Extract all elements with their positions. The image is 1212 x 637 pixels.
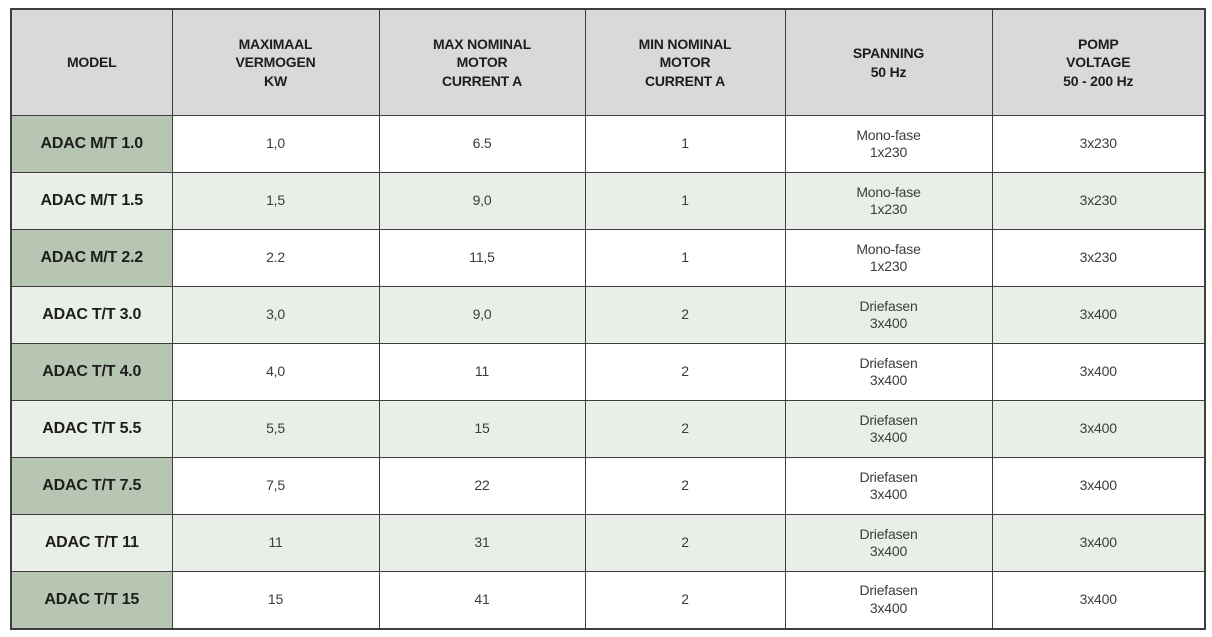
table-row: ADAC M/T 1.0 1,0 6.5 1 Mono-fase 1x230 3… — [10, 115, 1206, 173]
model-cell: ADAC M/T 2.2 — [10, 229, 173, 287]
model-cell: ADAC T/T 4.0 — [10, 343, 173, 401]
max-power-cell: 1,0 — [171, 115, 380, 173]
max-current-cell: 9,0 — [378, 172, 586, 230]
model-cell: ADAC M/T 1.0 — [10, 115, 173, 173]
pomp-voltage-cell: 3x400 — [991, 400, 1206, 458]
table-row: ADAC T/T 15 15 41 2 Driefasen 3x400 3x40… — [10, 571, 1206, 629]
max-current-cell: 6.5 — [378, 115, 586, 173]
model-cell: ADAC T/T 15 — [10, 571, 173, 629]
max-power-cell: 2.2 — [171, 229, 380, 287]
min-current-cell: 2 — [584, 571, 786, 629]
max-current-cell: 11 — [378, 343, 586, 401]
table-row: ADAC M/T 2.2 2.2 11,5 1 Mono-fase 1x230 … — [10, 229, 1206, 287]
spanning-cell: Driefasen 3x400 — [784, 343, 993, 401]
max-power-cell: 1,5 — [171, 172, 380, 230]
spanning-cell: Driefasen 3x400 — [784, 514, 993, 572]
pomp-voltage-cell: 3x400 — [991, 286, 1206, 344]
pomp-voltage-cell: 3x400 — [991, 343, 1206, 401]
max-power-cell: 11 — [171, 514, 380, 572]
pomp-voltage-cell: 3x230 — [991, 172, 1206, 230]
max-current-cell: 31 — [378, 514, 586, 572]
min-current-cell: 1 — [584, 229, 786, 287]
min-current-cell: 2 — [584, 514, 786, 572]
model-cell: ADAC T/T 7.5 — [10, 457, 173, 515]
max-current-cell: 15 — [378, 400, 586, 458]
table-row: ADAC T/T 11 11 31 2 Driefasen 3x400 3x40… — [10, 514, 1206, 572]
column-header-max-current: MAX NOMINAL MOTOR CURRENT A — [378, 8, 586, 116]
min-current-cell: 1 — [584, 172, 786, 230]
spanning-cell: Driefasen 3x400 — [784, 571, 993, 629]
column-header-spanning: SPANNING 50 Hz — [784, 8, 993, 116]
model-cell: ADAC T/T 3.0 — [10, 286, 173, 344]
min-current-cell: 2 — [584, 286, 786, 344]
max-current-cell: 9,0 — [378, 286, 586, 344]
spanning-cell: Driefasen 3x400 — [784, 400, 993, 458]
min-current-cell: 1 — [584, 115, 786, 173]
max-power-cell: 4,0 — [171, 343, 380, 401]
max-current-cell: 11,5 — [378, 229, 586, 287]
table-row: ADAC M/T 1.5 1,5 9,0 1 Mono-fase 1x230 3… — [10, 172, 1206, 230]
pomp-voltage-cell: 3x230 — [991, 229, 1206, 287]
column-header-pomp-voltage: POMP VOLTAGE 50 - 200 Hz — [991, 8, 1206, 116]
model-cell: ADAC M/T 1.5 — [10, 172, 173, 230]
max-power-cell: 3,0 — [171, 286, 380, 344]
max-current-cell: 41 — [378, 571, 586, 629]
model-cell: ADAC T/T 11 — [10, 514, 173, 572]
table-row: ADAC T/T 4.0 4,0 11 2 Driefasen 3x400 3x… — [10, 343, 1206, 401]
min-current-cell: 2 — [584, 400, 786, 458]
table-header-row: MODEL MAXIMAAL VERMOGEN KW MAX NOMINAL M… — [10, 8, 1206, 116]
table-row: ADAC T/T 5.5 5,5 15 2 Driefasen 3x400 3x… — [10, 400, 1206, 458]
table-row: ADAC T/T 3.0 3,0 9,0 2 Driefasen 3x400 3… — [10, 286, 1206, 344]
max-power-cell: 15 — [171, 571, 380, 629]
pomp-voltage-cell: 3x400 — [991, 514, 1206, 572]
model-cell: ADAC T/T 5.5 — [10, 400, 173, 458]
pomp-voltage-cell: 3x400 — [991, 457, 1206, 515]
spanning-cell: Driefasen 3x400 — [784, 286, 993, 344]
pomp-voltage-cell: 3x230 — [991, 115, 1206, 173]
column-header-min-current: MIN NOMINAL MOTOR CURRENT A — [584, 8, 786, 116]
max-power-cell: 5,5 — [171, 400, 380, 458]
table-row: ADAC T/T 7.5 7,5 22 2 Driefasen 3x400 3x… — [10, 457, 1206, 515]
column-header-model: MODEL — [10, 8, 173, 116]
spanning-cell: Mono-fase 1x230 — [784, 115, 993, 173]
min-current-cell: 2 — [584, 343, 786, 401]
column-header-max-power: MAXIMAAL VERMOGEN KW — [171, 8, 380, 116]
spanning-cell: Driefasen 3x400 — [784, 457, 993, 515]
spanning-cell: Mono-fase 1x230 — [784, 172, 993, 230]
pomp-voltage-cell: 3x400 — [991, 571, 1206, 629]
max-power-cell: 7,5 — [171, 457, 380, 515]
min-current-cell: 2 — [584, 457, 786, 515]
pump-spec-table: MODEL MAXIMAAL VERMOGEN KW MAX NOMINAL M… — [10, 8, 1206, 630]
max-current-cell: 22 — [378, 457, 586, 515]
spanning-cell: Mono-fase 1x230 — [784, 229, 993, 287]
